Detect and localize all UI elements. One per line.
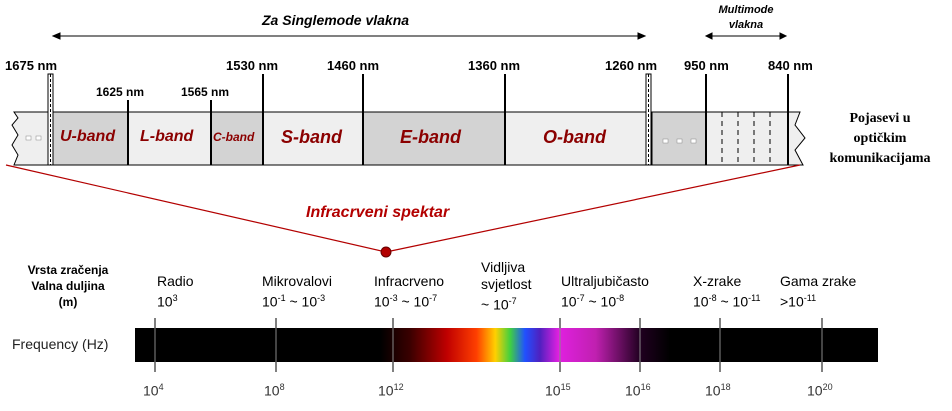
band-u [51,111,129,166]
radiation-name: Gama zrake [780,273,857,289]
wavelength-label: 840 nm [768,58,813,73]
multimode-line2: vlakna [728,19,764,31]
band-label-o: O-band [543,127,606,147]
freq-tick-label: 1012 [378,382,404,399]
band-strip [11,73,806,166]
radiation-visible: Vidljiva svjetlost ~ 10-7 [481,259,553,314]
band-gap [651,111,707,166]
radiation-infrared: Infracrveno 10-3 ~ 10-7 [374,273,444,311]
row-header-line: (m) [58,295,78,309]
wavelength-label: 1625 nm [96,85,145,99]
radiation-wavelength: 10-3 ~ 10-7 [374,293,438,310]
radiation-wavelength: ~ 10-7 [481,296,517,313]
multimode-arrow [704,32,788,40]
band-label-l: L-band [140,128,194,145]
singlemode-label: Za Singlemode vlakna [262,12,410,28]
radiation-name: Infracrveno [374,273,445,289]
wavelength-label: 1460 nm [327,58,380,73]
strip-left-cap [11,111,53,166]
radiation-name: Radio [157,273,194,289]
multimode-line1: Multimode [718,4,774,16]
singlemode-arrow [51,32,647,40]
multimode-label: Multimode vlakna [707,3,785,33]
bands-caption-line: komunikacijama [829,151,931,166]
wavelength-label: 1675 nm [5,58,58,73]
radiation-xray: X-zrake 10-8 ~ 10-11 [693,273,760,311]
radiation-row-header: Vrsta zračenja Valna duljina (m) [8,262,128,310]
row-header-line: Valna duljina [31,279,105,293]
radiation-name: Vidljiva svjetlost [481,259,532,292]
infrared-spectrum-label: Infracrveni spektar [306,204,450,221]
band-label-u: U-band [60,128,116,145]
freq-tick-label: 1016 [625,382,651,399]
frequency-label: Frequency (Hz) [12,336,109,352]
radiation-microwave: Mikrovalovi 10-1 ~ 10-3 [262,273,332,311]
radiation-wavelength: 10-8 ~ 10-11 [693,293,761,310]
wavelength-label: 1360 nm [468,58,521,73]
zoom-funnel [5,164,801,253]
bands-caption-line: optičkim [853,131,907,146]
wavelength-label: 950 nm [684,58,729,73]
radiation-ultraviolet: Ultraljubičasto 10-7 ~ 10-8 [561,273,649,311]
bands-caption-line: Pojasevi u [849,111,911,126]
wavelength-label: 1565 nm [181,85,230,99]
freq-tick-label: 104 [143,382,164,399]
band-label-e: E-band [400,127,461,147]
radiation-name: X-zrake [693,273,742,289]
infrared-marker [380,246,392,258]
spectrum-bar [135,328,878,362]
freq-tick-label: 1015 [545,382,571,399]
radiation-wavelength: >10-11 [780,293,817,310]
wavelength-label: 1260 nm [605,58,658,73]
freq-tick-label: 1020 [807,382,833,399]
radiation-wavelength: 10-1 ~ 10-3 [262,293,326,310]
radiation-name: Mikrovalovi [262,273,333,289]
radiation-wavelength: 103 [157,293,178,310]
row-header-line: Vrsta zračenja [27,263,109,277]
freq-tick-label: 1018 [705,382,731,399]
band-label-c: C-band [213,130,255,144]
radiation-radio: Radio 103 [157,273,194,311]
freq-tick-label: 108 [264,382,285,399]
radiation-name: Ultraljubičasto [561,273,649,289]
radiation-gamma: Gama zrake >10-11 [780,273,856,311]
bands-caption: Pojasevi u optičkim komunikacijama [812,109,948,169]
radiation-wavelength: 10-7 ~ 10-8 [561,293,625,310]
band-label-s: S-band [281,127,342,147]
wavelength-label: 1530 nm [226,58,279,73]
strip-right-cap [705,111,806,166]
